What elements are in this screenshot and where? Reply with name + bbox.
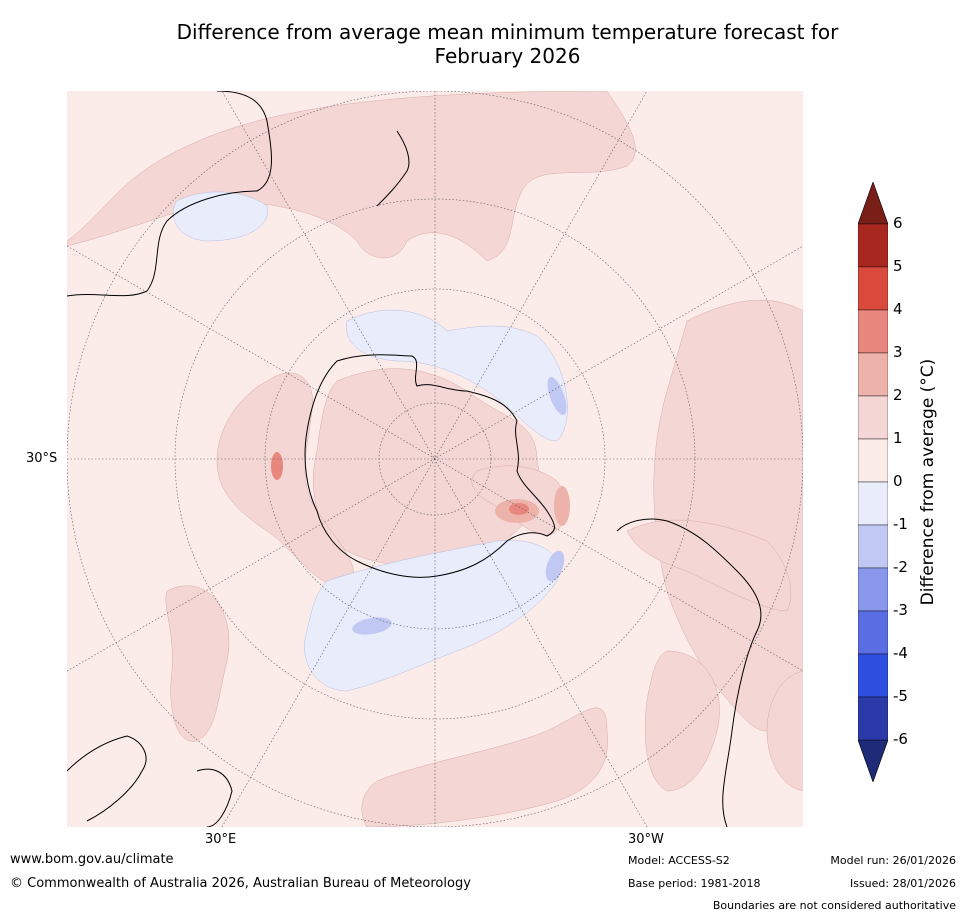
colorbar-bin bbox=[858, 395, 888, 440]
region-tasman-cool bbox=[173, 191, 268, 242]
region-africa-warm bbox=[766, 671, 803, 791]
colorbar-bin bbox=[858, 266, 888, 311]
colorbar-tick-label: 6 bbox=[893, 214, 903, 232]
colorbar-title: Difference from average (°C) bbox=[918, 358, 938, 606]
footer-base-period: Base period: 1981-2018 bbox=[628, 877, 761, 890]
graticule bbox=[67, 91, 803, 827]
cool-anomaly-regions bbox=[173, 191, 568, 692]
colorbar-tick-label: 1 bbox=[893, 429, 903, 447]
region-south-indian-warm bbox=[165, 585, 230, 742]
hot-spots bbox=[271, 452, 570, 526]
lat-label-30s: 30°S bbox=[26, 451, 58, 466]
footer-disclaimer: Boundaries are not considered authoritat… bbox=[712, 899, 956, 912]
title-line-2: February 2026 bbox=[434, 44, 581, 68]
coast-africa-south bbox=[67, 735, 147, 822]
region-east-pacific-warm bbox=[653, 299, 803, 732]
colorbar-tick-label: 4 bbox=[893, 300, 903, 318]
footer-url[interactable]: www.bom.gov.au/climate bbox=[10, 852, 174, 867]
warm-anomaly-regions bbox=[67, 91, 803, 827]
coastlines bbox=[67, 91, 762, 827]
graticule-line-60w bbox=[67, 245, 803, 672]
colorbar-bin bbox=[858, 696, 888, 741]
hotspot-drake-2to3 bbox=[554, 486, 570, 526]
footer-model-run: Model run: 26/01/2026 bbox=[830, 854, 956, 867]
colorbar-tick-label: 3 bbox=[893, 343, 903, 361]
colorbar-bin bbox=[858, 309, 888, 354]
coolspot-weddell bbox=[545, 550, 565, 582]
colorbar-tick-label: 2 bbox=[893, 386, 903, 404]
coast-south-america bbox=[616, 518, 762, 827]
forecast-map bbox=[67, 91, 803, 827]
chart-title: Difference from average mean minimum tem… bbox=[60, 20, 955, 68]
colorbar-tick-label: -2 bbox=[893, 558, 908, 576]
region-ross-sea-cool bbox=[346, 309, 568, 442]
colorbar-over-arrow bbox=[858, 182, 888, 225]
colorbar bbox=[858, 182, 888, 782]
colorbar-tick-label: -3 bbox=[893, 601, 908, 619]
footer-model: Model: ACCESS-S2 bbox=[628, 854, 730, 867]
colorbar-bin bbox=[858, 223, 888, 268]
footer-issued: Issued: 28/01/2026 bbox=[849, 877, 956, 890]
colorbar-bin bbox=[858, 352, 888, 397]
coolspot-south bbox=[352, 617, 392, 635]
region-weddell-cool bbox=[304, 540, 560, 692]
hotspot-indian-2to3 bbox=[271, 452, 283, 480]
colorbar-tick-label: -5 bbox=[893, 687, 908, 705]
footer-copyright: © Commonwealth of Australia 2026, Austra… bbox=[10, 876, 471, 891]
colorbar-tick-label: -6 bbox=[893, 730, 908, 748]
lon-label-30w: 30°W bbox=[628, 832, 664, 847]
colorbar-tick-label: -1 bbox=[893, 515, 908, 533]
region-south-atlantic-warm bbox=[644, 650, 720, 792]
lon-label-30e: 30°E bbox=[205, 832, 237, 847]
colorbar-bin bbox=[858, 653, 888, 698]
coast-australia bbox=[67, 91, 272, 297]
colorbar-bin bbox=[858, 438, 888, 483]
region-south-pacific-warm bbox=[361, 707, 608, 827]
colorbar-tick-label: 0 bbox=[893, 472, 903, 490]
coolspot-ross bbox=[547, 377, 567, 415]
title-line-1: Difference from average mean minimum tem… bbox=[176, 20, 839, 44]
hotspot-peninsula-3to4 bbox=[509, 503, 529, 515]
colorbar-bin bbox=[858, 610, 888, 655]
colorbar-tick-label: 5 bbox=[893, 257, 903, 275]
colorbar-tick-label: -4 bbox=[893, 644, 908, 662]
colorbar-under-arrow bbox=[858, 739, 888, 782]
colorbar-bin bbox=[858, 481, 888, 526]
colorbar-bin bbox=[858, 567, 888, 612]
coast-new-zealand bbox=[376, 130, 410, 207]
graticule-circle-60 bbox=[264, 288, 606, 630]
cool-spots bbox=[352, 377, 567, 635]
region-south-america-warm bbox=[626, 519, 792, 612]
region-north-pacific-warm bbox=[67, 91, 636, 262]
colorbar-bin bbox=[858, 524, 888, 569]
coast-madagascar bbox=[196, 768, 233, 827]
coast-antarctica bbox=[304, 354, 555, 578]
